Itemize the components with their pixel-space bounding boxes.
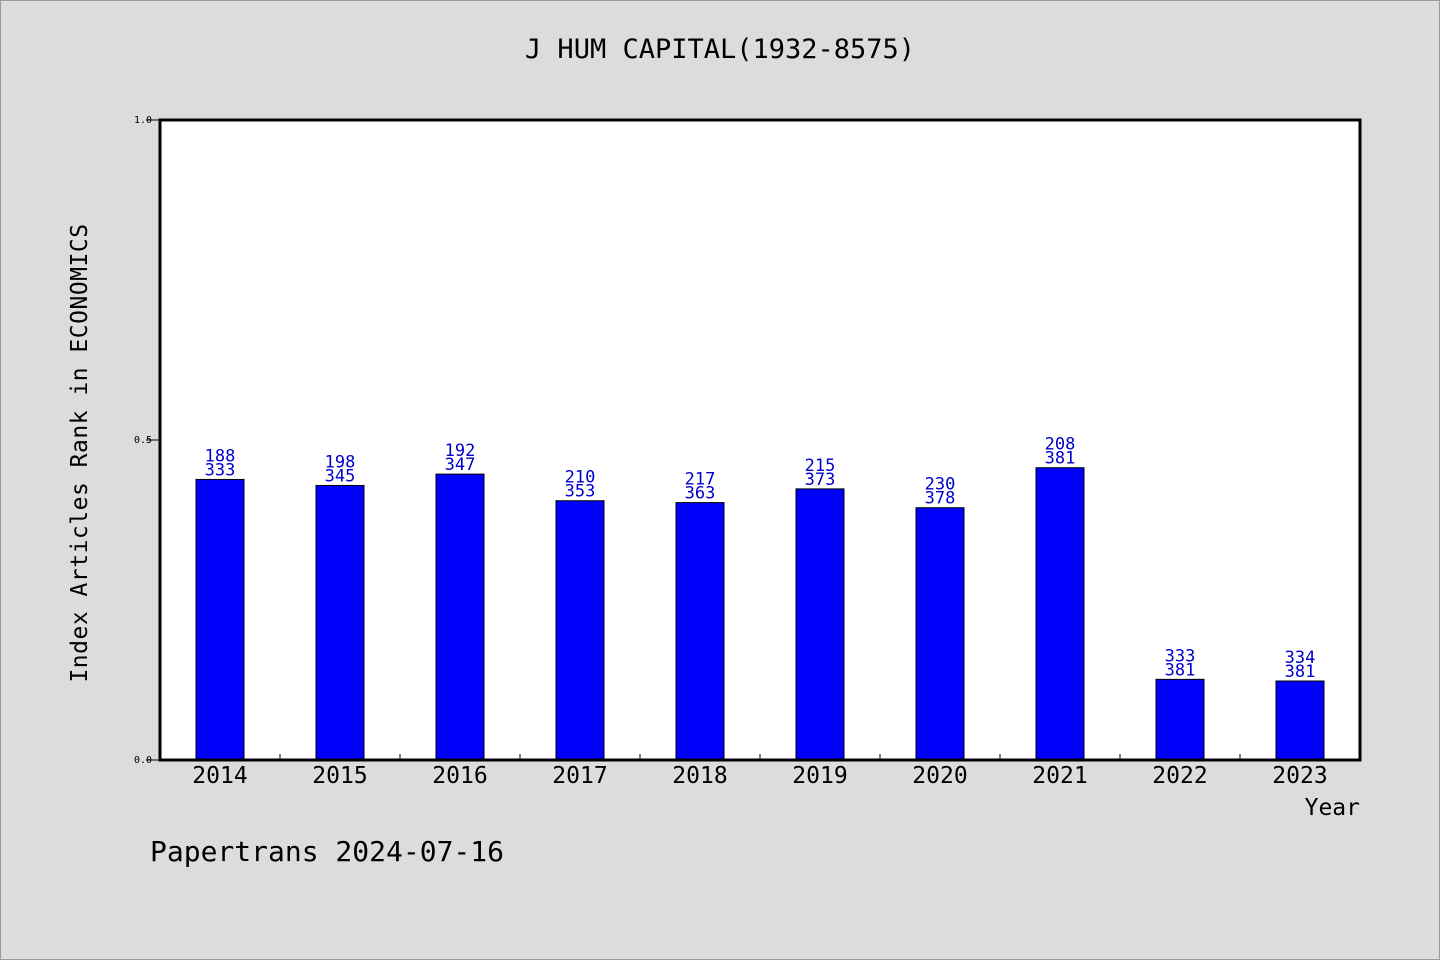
bar-2019 xyxy=(795,488,845,761)
x-tick-label: 2022 xyxy=(1152,763,1207,789)
x-tick-label: 2019 xyxy=(792,763,847,789)
bar-2021 xyxy=(1035,467,1085,761)
data-label-total: 363 xyxy=(685,484,716,504)
footer-credit: Papertrans 2024-07-16 xyxy=(150,835,505,868)
axes-layer: 0.0 0.5 1.0 2014 2015 2016 2017 2018 2019 2020 202… xyxy=(134,115,1328,789)
data-label-total: 378 xyxy=(925,489,956,509)
bar-2014 xyxy=(195,478,245,761)
x-axis-label: Year xyxy=(1304,795,1360,821)
data-label-total: 381 xyxy=(1045,449,1076,469)
data-label-total: 381 xyxy=(1165,660,1196,680)
data-label-total: 333 xyxy=(205,460,236,480)
x-tick-label: 2020 xyxy=(912,763,967,789)
bar-2023 xyxy=(1275,680,1325,761)
x-tick-label: 2018 xyxy=(672,763,727,789)
data-label-rank: 208 xyxy=(1045,435,1076,455)
data-label-total: 373 xyxy=(805,470,836,490)
data-label-rank: 334 xyxy=(1285,648,1316,668)
x-tick-label: 2015 xyxy=(312,763,367,789)
data-label-rank: 210 xyxy=(565,468,596,488)
chart-title: J HUM CAPITAL(1932-8575) xyxy=(524,34,916,65)
x-tick-label: 2023 xyxy=(1272,763,1327,789)
data-label-rank: 188 xyxy=(205,446,236,466)
bar-2017 xyxy=(555,500,605,761)
data-label-rank: 230 xyxy=(925,475,956,495)
y-tick-label: 0.0 xyxy=(134,755,152,766)
bar-2015 xyxy=(315,484,365,761)
data-label-total: 347 xyxy=(445,455,476,475)
bar-2018 xyxy=(675,502,725,761)
bar-2020 xyxy=(915,507,965,761)
x-tick-label: 2016 xyxy=(432,763,487,789)
x-tick-label: 2017 xyxy=(552,763,607,789)
data-label-rank: 217 xyxy=(685,470,716,490)
y-tick-label: 1.0 xyxy=(134,115,152,126)
plot-border xyxy=(158,118,1362,762)
data-label-rank: 333 xyxy=(1165,646,1196,666)
data-label-total: 381 xyxy=(1285,662,1316,682)
data-label-rank: 215 xyxy=(805,456,836,476)
x-tick-label: 2021 xyxy=(1032,763,1087,789)
bar-2016 xyxy=(435,473,485,761)
bar-2022 xyxy=(1155,678,1205,761)
data-label-rank: 198 xyxy=(325,452,356,472)
data-label-rank: 192 xyxy=(445,441,476,461)
x-tick-label: 2014 xyxy=(192,763,247,789)
data-label-total: 353 xyxy=(565,482,596,502)
data-label-total: 345 xyxy=(325,466,356,486)
y-tick-label: 0.5 xyxy=(134,435,152,446)
